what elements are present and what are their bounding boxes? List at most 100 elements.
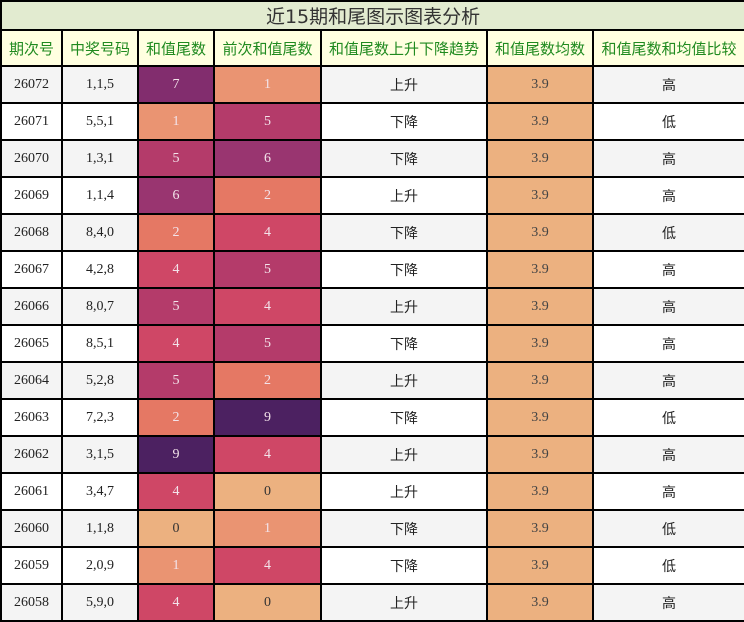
compare-cell: 高 <box>591 250 744 289</box>
issue-cell: 26065 <box>0 324 63 363</box>
tail-cell: 0 <box>137 509 215 548</box>
trend-cell: 上升 <box>320 65 488 104</box>
tail-cell: 2 <box>137 398 215 437</box>
table-row: 26069 1,1,4 6 2 上升 3.9 高 <box>0 176 744 215</box>
trend-cell: 下降 <box>320 139 488 178</box>
prev-tail-cell: 2 <box>213 361 322 400</box>
table-row: 26061 3,4,7 4 0 上升 3.9 高 <box>0 472 744 511</box>
table-row: 26067 4,2,8 4 5 下降 3.9 高 <box>0 250 744 289</box>
tail-cell: 4 <box>137 472 215 511</box>
compare-cell: 低 <box>591 398 744 437</box>
prev-tail-cell: 1 <box>213 509 322 548</box>
issue-cell: 26061 <box>0 472 63 511</box>
prev-tail-cell: 5 <box>213 324 322 363</box>
compare-cell: 低 <box>591 546 744 585</box>
trend-cell: 上升 <box>320 287 488 326</box>
table-row: 26072 1,1,5 7 1 上升 3.9 高 <box>0 65 744 104</box>
col-header-avg: 和值尾数均数 <box>486 29 594 67</box>
avg-cell: 3.9 <box>486 583 594 622</box>
col-header-issue: 期次号 <box>0 29 63 67</box>
tail-cell: 6 <box>137 176 215 215</box>
tail-cell: 4 <box>137 324 215 363</box>
avg-cell: 3.9 <box>486 213 594 252</box>
compare-cell: 高 <box>591 472 744 511</box>
avg-cell: 3.9 <box>486 176 594 215</box>
tail-cell: 7 <box>137 65 215 104</box>
numbers-cell: 3,1,5 <box>61 435 139 474</box>
issue-cell: 26070 <box>0 139 63 178</box>
col-header-numbers: 中奖号码 <box>61 29 139 67</box>
avg-cell: 3.9 <box>486 361 594 400</box>
trend-cell: 下降 <box>320 250 488 289</box>
numbers-cell: 8,0,7 <box>61 287 139 326</box>
numbers-cell: 3,4,7 <box>61 472 139 511</box>
compare-cell: 高 <box>591 65 744 104</box>
numbers-cell: 1,1,5 <box>61 65 139 104</box>
numbers-cell: 8,5,1 <box>61 324 139 363</box>
compare-cell: 高 <box>591 435 744 474</box>
numbers-cell: 8,4,0 <box>61 213 139 252</box>
issue-cell: 26071 <box>0 102 63 141</box>
numbers-cell: 1,3,1 <box>61 139 139 178</box>
table-row: 26058 5,9,0 4 0 上升 3.9 高 <box>0 583 744 622</box>
tail-cell: 4 <box>137 250 215 289</box>
table-row: 26060 1,1,8 0 1 下降 3.9 低 <box>0 509 744 548</box>
compare-cell: 低 <box>591 213 744 252</box>
trend-cell: 下降 <box>320 324 488 363</box>
table-row: 26064 5,2,8 5 2 上升 3.9 高 <box>0 361 744 400</box>
trend-cell: 下降 <box>320 509 488 548</box>
issue-cell: 26060 <box>0 509 63 548</box>
table-row: 26071 5,5,1 1 5 下降 3.9 低 <box>0 102 744 141</box>
col-header-trend: 和值尾数上升下降趋势 <box>320 29 488 67</box>
prev-tail-cell: 0 <box>213 583 322 622</box>
col-header-tail: 和值尾数 <box>137 29 215 67</box>
trend-cell: 下降 <box>320 102 488 141</box>
tail-cell: 1 <box>137 102 215 141</box>
issue-cell: 26072 <box>0 65 63 104</box>
table-row: 26066 8,0,7 5 4 上升 3.9 高 <box>0 287 744 326</box>
table-header-row: 期次号 中奖号码 和值尾数 前次和值尾数 和值尾数上升下降趋势 和值尾数均数 和… <box>0 29 744 67</box>
avg-cell: 3.9 <box>486 102 594 141</box>
issue-cell: 26059 <box>0 546 63 585</box>
trend-cell: 上升 <box>320 176 488 215</box>
tail-cell: 1 <box>137 546 215 585</box>
col-header-prev-tail: 前次和值尾数 <box>213 29 322 67</box>
numbers-cell: 1,1,4 <box>61 176 139 215</box>
compare-cell: 低 <box>591 509 744 548</box>
avg-cell: 3.9 <box>486 546 594 585</box>
numbers-cell: 1,1,8 <box>61 509 139 548</box>
prev-tail-cell: 5 <box>213 250 322 289</box>
table-row: 26070 1,3,1 5 6 下降 3.9 高 <box>0 139 744 178</box>
tail-cell: 5 <box>137 139 215 178</box>
col-header-compare: 和值尾数和均值比较 <box>591 29 744 67</box>
avg-cell: 3.9 <box>486 472 594 511</box>
tail-cell: 5 <box>137 361 215 400</box>
compare-cell: 高 <box>591 176 744 215</box>
issue-cell: 26064 <box>0 361 63 400</box>
compare-cell: 高 <box>591 324 744 363</box>
numbers-cell: 5,9,0 <box>61 583 139 622</box>
prev-tail-cell: 4 <box>213 435 322 474</box>
avg-cell: 3.9 <box>486 509 594 548</box>
issue-cell: 26058 <box>0 583 63 622</box>
prev-tail-cell: 6 <box>213 139 322 178</box>
avg-cell: 3.9 <box>486 250 594 289</box>
prev-tail-cell: 4 <box>213 213 322 252</box>
tail-cell: 4 <box>137 583 215 622</box>
issue-cell: 26068 <box>0 213 63 252</box>
table-title-row: 近15期和尾图示图表分析 <box>0 0 744 31</box>
numbers-cell: 5,2,8 <box>61 361 139 400</box>
table-title: 近15期和尾图示图表分析 <box>0 0 744 31</box>
compare-cell: 高 <box>591 287 744 326</box>
prev-tail-cell: 5 <box>213 102 322 141</box>
trend-cell: 上升 <box>320 472 488 511</box>
tail-cell: 2 <box>137 213 215 252</box>
compare-cell: 高 <box>591 139 744 178</box>
prev-tail-cell: 9 <box>213 398 322 437</box>
table-row: 26068 8,4,0 2 4 下降 3.9 低 <box>0 213 744 252</box>
numbers-cell: 5,5,1 <box>61 102 139 141</box>
compare-cell: 低 <box>591 102 744 141</box>
avg-cell: 3.9 <box>486 139 594 178</box>
compare-cell: 高 <box>591 583 744 622</box>
